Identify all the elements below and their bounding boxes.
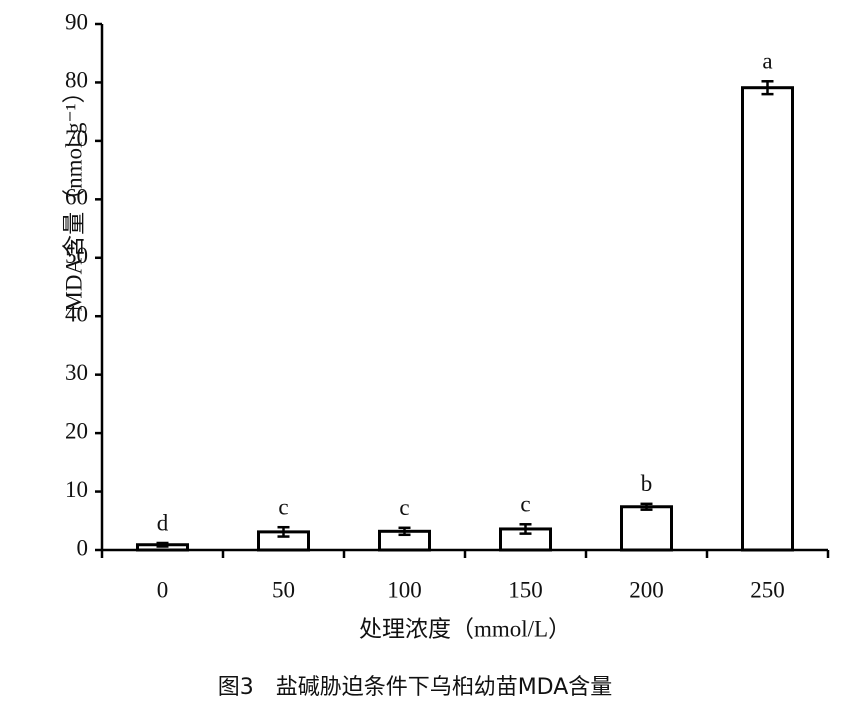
x-tick-label: 150 [508, 577, 543, 602]
significance-letter: a [762, 49, 772, 74]
x-tick-label: 100 [387, 577, 422, 602]
y-tick-label: 50 [65, 243, 88, 268]
significance-letter: d [157, 510, 169, 535]
significance-letter: c [520, 492, 530, 517]
bar [741, 86, 794, 552]
significance-letter: b [641, 471, 653, 496]
y-tick-label: 40 [65, 302, 88, 327]
y-tick-label: 80 [65, 68, 88, 93]
x-axis-label: 处理浓度（mmol/L） [359, 616, 571, 641]
significance-letter: c [278, 494, 288, 519]
x-tick-label: 200 [629, 577, 664, 602]
bar [620, 505, 673, 552]
x-tick-label: 50 [272, 577, 295, 602]
y-tick-label: 30 [65, 360, 88, 385]
x-tick-label: 250 [750, 577, 785, 602]
y-tick-label: 70 [65, 126, 88, 151]
y-tick-label: 90 [65, 9, 88, 34]
x-tick-label: 0 [157, 577, 169, 602]
y-axis-label: MDA含量（nmol·g⁻¹） [61, 80, 86, 311]
y-tick-label: 10 [65, 477, 88, 502]
significance-letter: c [399, 495, 409, 520]
y-tick-label: 0 [77, 535, 89, 560]
y-tick-label: 20 [65, 418, 88, 443]
caption: 图3 盐碱胁迫条件下乌桕幼苗MDA含量 [218, 675, 613, 700]
y-tick-label: 60 [65, 185, 88, 210]
